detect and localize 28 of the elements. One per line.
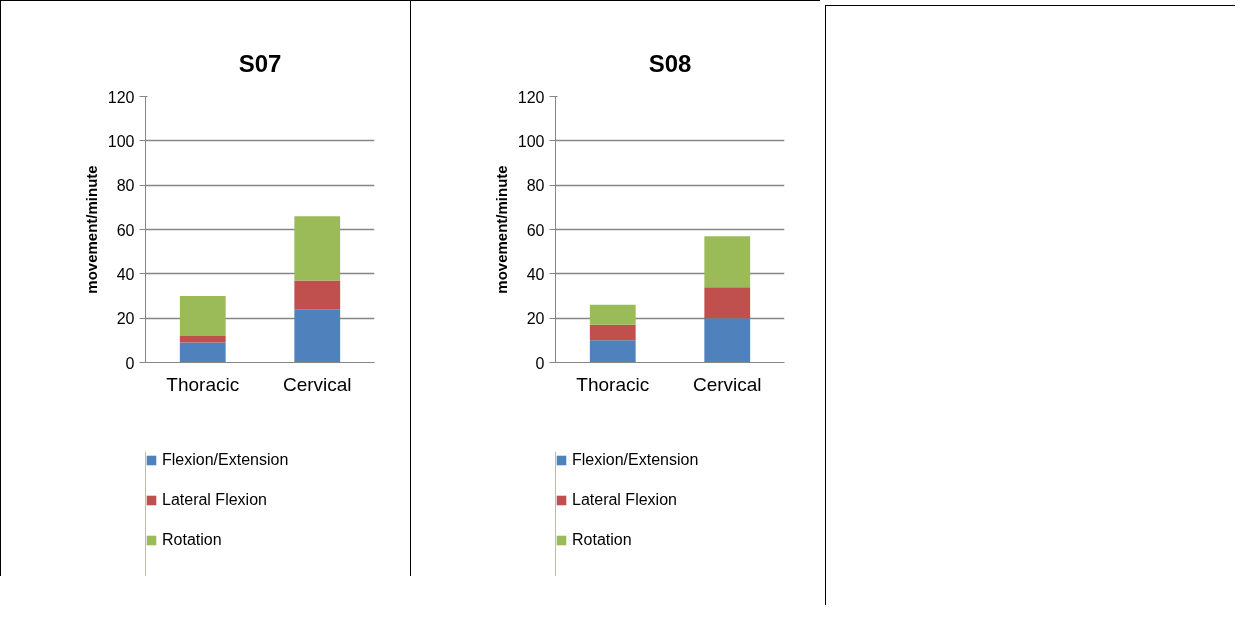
y-tick-label: 60	[116, 221, 135, 239]
y-tick-label: 40	[526, 265, 545, 283]
chart-title: S08	[648, 49, 692, 77]
y-tick-label: 20	[526, 310, 545, 328]
legend-label: Lateral Flexion	[572, 491, 677, 509]
y-tick-label: 100	[517, 132, 545, 150]
y-tick-label: 80	[116, 177, 135, 195]
x-tick-label: Thoracic	[576, 373, 650, 395]
y-axis-title: movement/minute	[492, 165, 510, 294]
y-tick-label: 100	[107, 132, 135, 150]
x-tick-label: Cervical	[282, 373, 352, 395]
legend-label: Flexion/Extension	[162, 451, 289, 469]
legend-label: Rotation	[162, 531, 222, 549]
y-tick-label: 40	[116, 265, 135, 283]
y-tick-label: 120	[517, 88, 545, 106]
y-tick-label: 60	[526, 221, 545, 239]
y-tick-label: 0	[535, 354, 545, 372]
chart-title: S07	[238, 49, 282, 77]
legend-label: Flexion/Extension	[572, 451, 699, 469]
y-tick-label: 20	[116, 310, 135, 328]
legend-label: Lateral Flexion	[162, 491, 267, 509]
y-axis-title: movement/minute	[82, 165, 100, 294]
y-tick-label: 0	[125, 354, 135, 372]
legend-label: Rotation	[572, 531, 632, 549]
x-tick-label: Cervical	[692, 373, 762, 395]
y-tick-label: 80	[526, 177, 545, 195]
y-tick-label: 120	[107, 88, 135, 106]
x-tick-label: Thoracic	[166, 373, 240, 395]
